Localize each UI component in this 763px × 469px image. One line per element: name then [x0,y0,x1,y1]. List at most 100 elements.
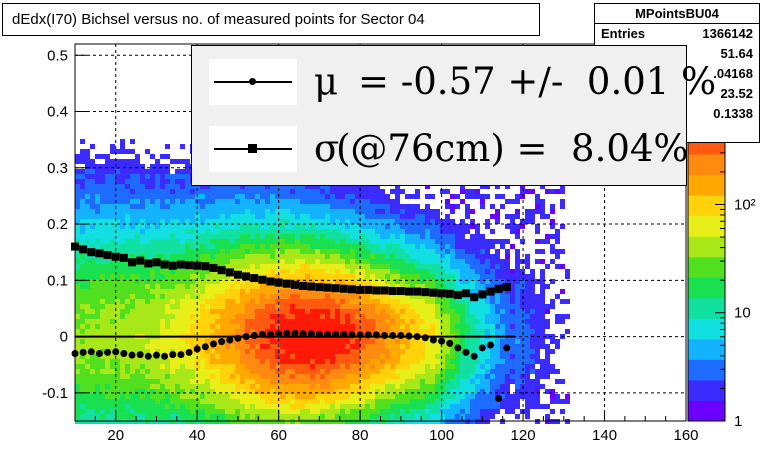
heat-cell [180,194,185,199]
heat-cell [470,254,475,259]
heat-cell [215,274,220,279]
heat-cell [135,159,140,164]
heat-cell [170,289,175,294]
heat-cell [400,294,405,299]
heat-cell [495,389,500,394]
heat-cell [430,194,435,199]
heat-cell [460,374,465,379]
heat-cell [240,384,245,389]
heat-cell [540,384,545,389]
heat-cell [275,299,280,304]
heat-cell [305,404,310,409]
heat-cell [105,379,110,384]
heat-cell [295,394,300,399]
heat-cell [370,249,375,254]
heat-cell [535,374,540,379]
heat-cell [150,239,155,244]
heat-cell [340,204,345,209]
heat-cell [405,314,410,319]
heat-cell [215,364,220,369]
heat-cell [390,404,395,409]
heat-cell [525,299,530,304]
heat-cell [435,404,440,409]
heat-cell [165,319,170,324]
heat-cell [540,369,545,374]
heat-cell [185,269,190,274]
heat-cell [330,264,335,269]
heat-cell [155,214,160,219]
heat-cell [395,409,400,414]
heat-cell [240,199,245,204]
heat-cell [505,399,510,404]
heat-cell [105,409,110,414]
heat-cell [230,234,235,239]
heat-cell [265,374,270,379]
heat-cell [385,199,390,204]
heat-cell [125,364,130,369]
heat-cell [290,244,295,249]
heat-cell [265,184,270,189]
heat-cell [180,289,185,294]
heat-cell [320,234,325,239]
heat-cell [350,274,355,279]
heat-cell [135,154,140,159]
heat-cell [325,324,330,329]
heat-cell [360,229,365,234]
heat-cell [140,304,145,309]
heat-cell [95,354,100,359]
heat-cell [75,364,80,369]
heat-cell [150,189,155,194]
heat-cell [535,294,540,299]
heat-cell [165,174,170,179]
heat-cell [520,259,525,264]
heat-cell [485,359,490,364]
heat-cell [165,179,170,184]
mu-point [95,349,103,357]
heat-cell [405,399,410,404]
heat-cell [185,404,190,409]
heat-cell [230,414,235,419]
heat-cell [280,244,285,249]
heat-cell [195,184,200,189]
heat-cell [115,404,120,409]
heat-cell [135,289,140,294]
heat-cell [560,379,565,384]
heat-cell [500,384,505,389]
heat-cell [105,209,110,214]
heat-cell [515,389,520,394]
heat-cell [455,279,460,284]
heat-cell [135,369,140,374]
heat-cell [120,319,125,324]
heat-cell [280,204,285,209]
heat-cell [500,359,505,364]
heat-cell [530,384,535,389]
heat-cell [495,184,500,189]
heat-cell [245,189,250,194]
heat-cell [280,264,285,269]
heat-cell [85,359,90,364]
heat-cell [290,254,295,259]
heat-cell [150,254,155,259]
heat-cell [210,369,215,374]
heat-cell [340,399,345,404]
heat-cell [550,244,555,249]
heat-cell [185,204,190,209]
heat-cell [190,229,195,234]
heat-cell [125,389,130,394]
heat-cell [425,349,430,354]
heat-cell [425,204,430,209]
heat-cell [270,339,275,344]
heat-cell [535,299,540,304]
heat-cell [205,189,210,194]
heat-cell [455,409,460,414]
heat-cell [155,209,160,214]
heat-cell [175,379,180,384]
heat-cell [315,189,320,194]
heat-cell [100,374,105,379]
heat-cell [355,304,360,309]
heat-cell [95,339,100,344]
heat-cell [260,194,265,199]
heat-cell [225,254,230,259]
heat-cell [380,204,385,209]
heat-cell [460,224,465,229]
